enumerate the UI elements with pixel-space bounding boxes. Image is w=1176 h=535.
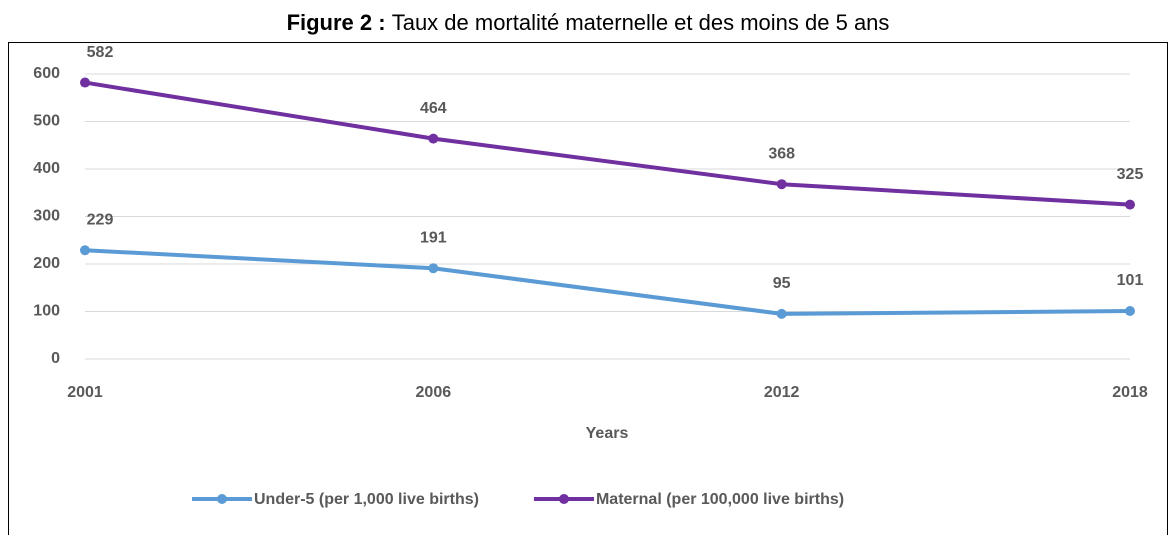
data-label: 95 [773, 275, 791, 292]
data-label: 368 [768, 145, 795, 162]
data-label: 325 [1117, 166, 1144, 183]
x-axis-title: Years [586, 425, 629, 442]
data-label: 191 [420, 229, 447, 246]
x-tick-label: 2012 [764, 384, 800, 401]
y-tick-label: 600 [33, 65, 60, 82]
data-point [428, 263, 439, 274]
y-tick-label: 100 [33, 303, 60, 320]
y-tick-label: 0 [51, 350, 60, 367]
series-line [84, 80, 1131, 207]
title-text: Taux de mortalité maternelle et des moin… [392, 10, 890, 35]
legend-label: Maternal (per 100,000 live births) [596, 491, 844, 508]
figure-label: Figure 2 : [287, 10, 386, 35]
x-tick-label: 2001 [67, 384, 103, 401]
data-point [776, 179, 787, 190]
series-line [84, 248, 1131, 316]
legend-label: Under-5 (per 1,000 live births) [254, 491, 479, 508]
legend-marker [217, 494, 227, 504]
x-tick-label: 2006 [416, 384, 452, 401]
y-tick-label: 400 [33, 160, 60, 177]
data-point [80, 77, 90, 88]
x-tick-label: 2018 [1112, 384, 1148, 401]
data-point [80, 245, 90, 256]
data-point [1125, 199, 1135, 210]
data-label: 101 [1117, 272, 1144, 289]
data-label: 464 [420, 100, 447, 117]
data-point [776, 308, 787, 319]
data-point [1125, 306, 1135, 317]
chart-title: Figure 2 : Taux de mortalité maternelle … [287, 10, 890, 35]
data-label: 229 [87, 211, 114, 228]
y-tick-label: 500 [33, 113, 60, 130]
legend-marker [558, 494, 569, 504]
y-tick-label: 300 [33, 208, 60, 225]
data-point [428, 133, 439, 144]
y-tick-label: 200 [33, 255, 60, 272]
chart-frame [8, 42, 1168, 535]
data-label: 582 [87, 44, 114, 61]
